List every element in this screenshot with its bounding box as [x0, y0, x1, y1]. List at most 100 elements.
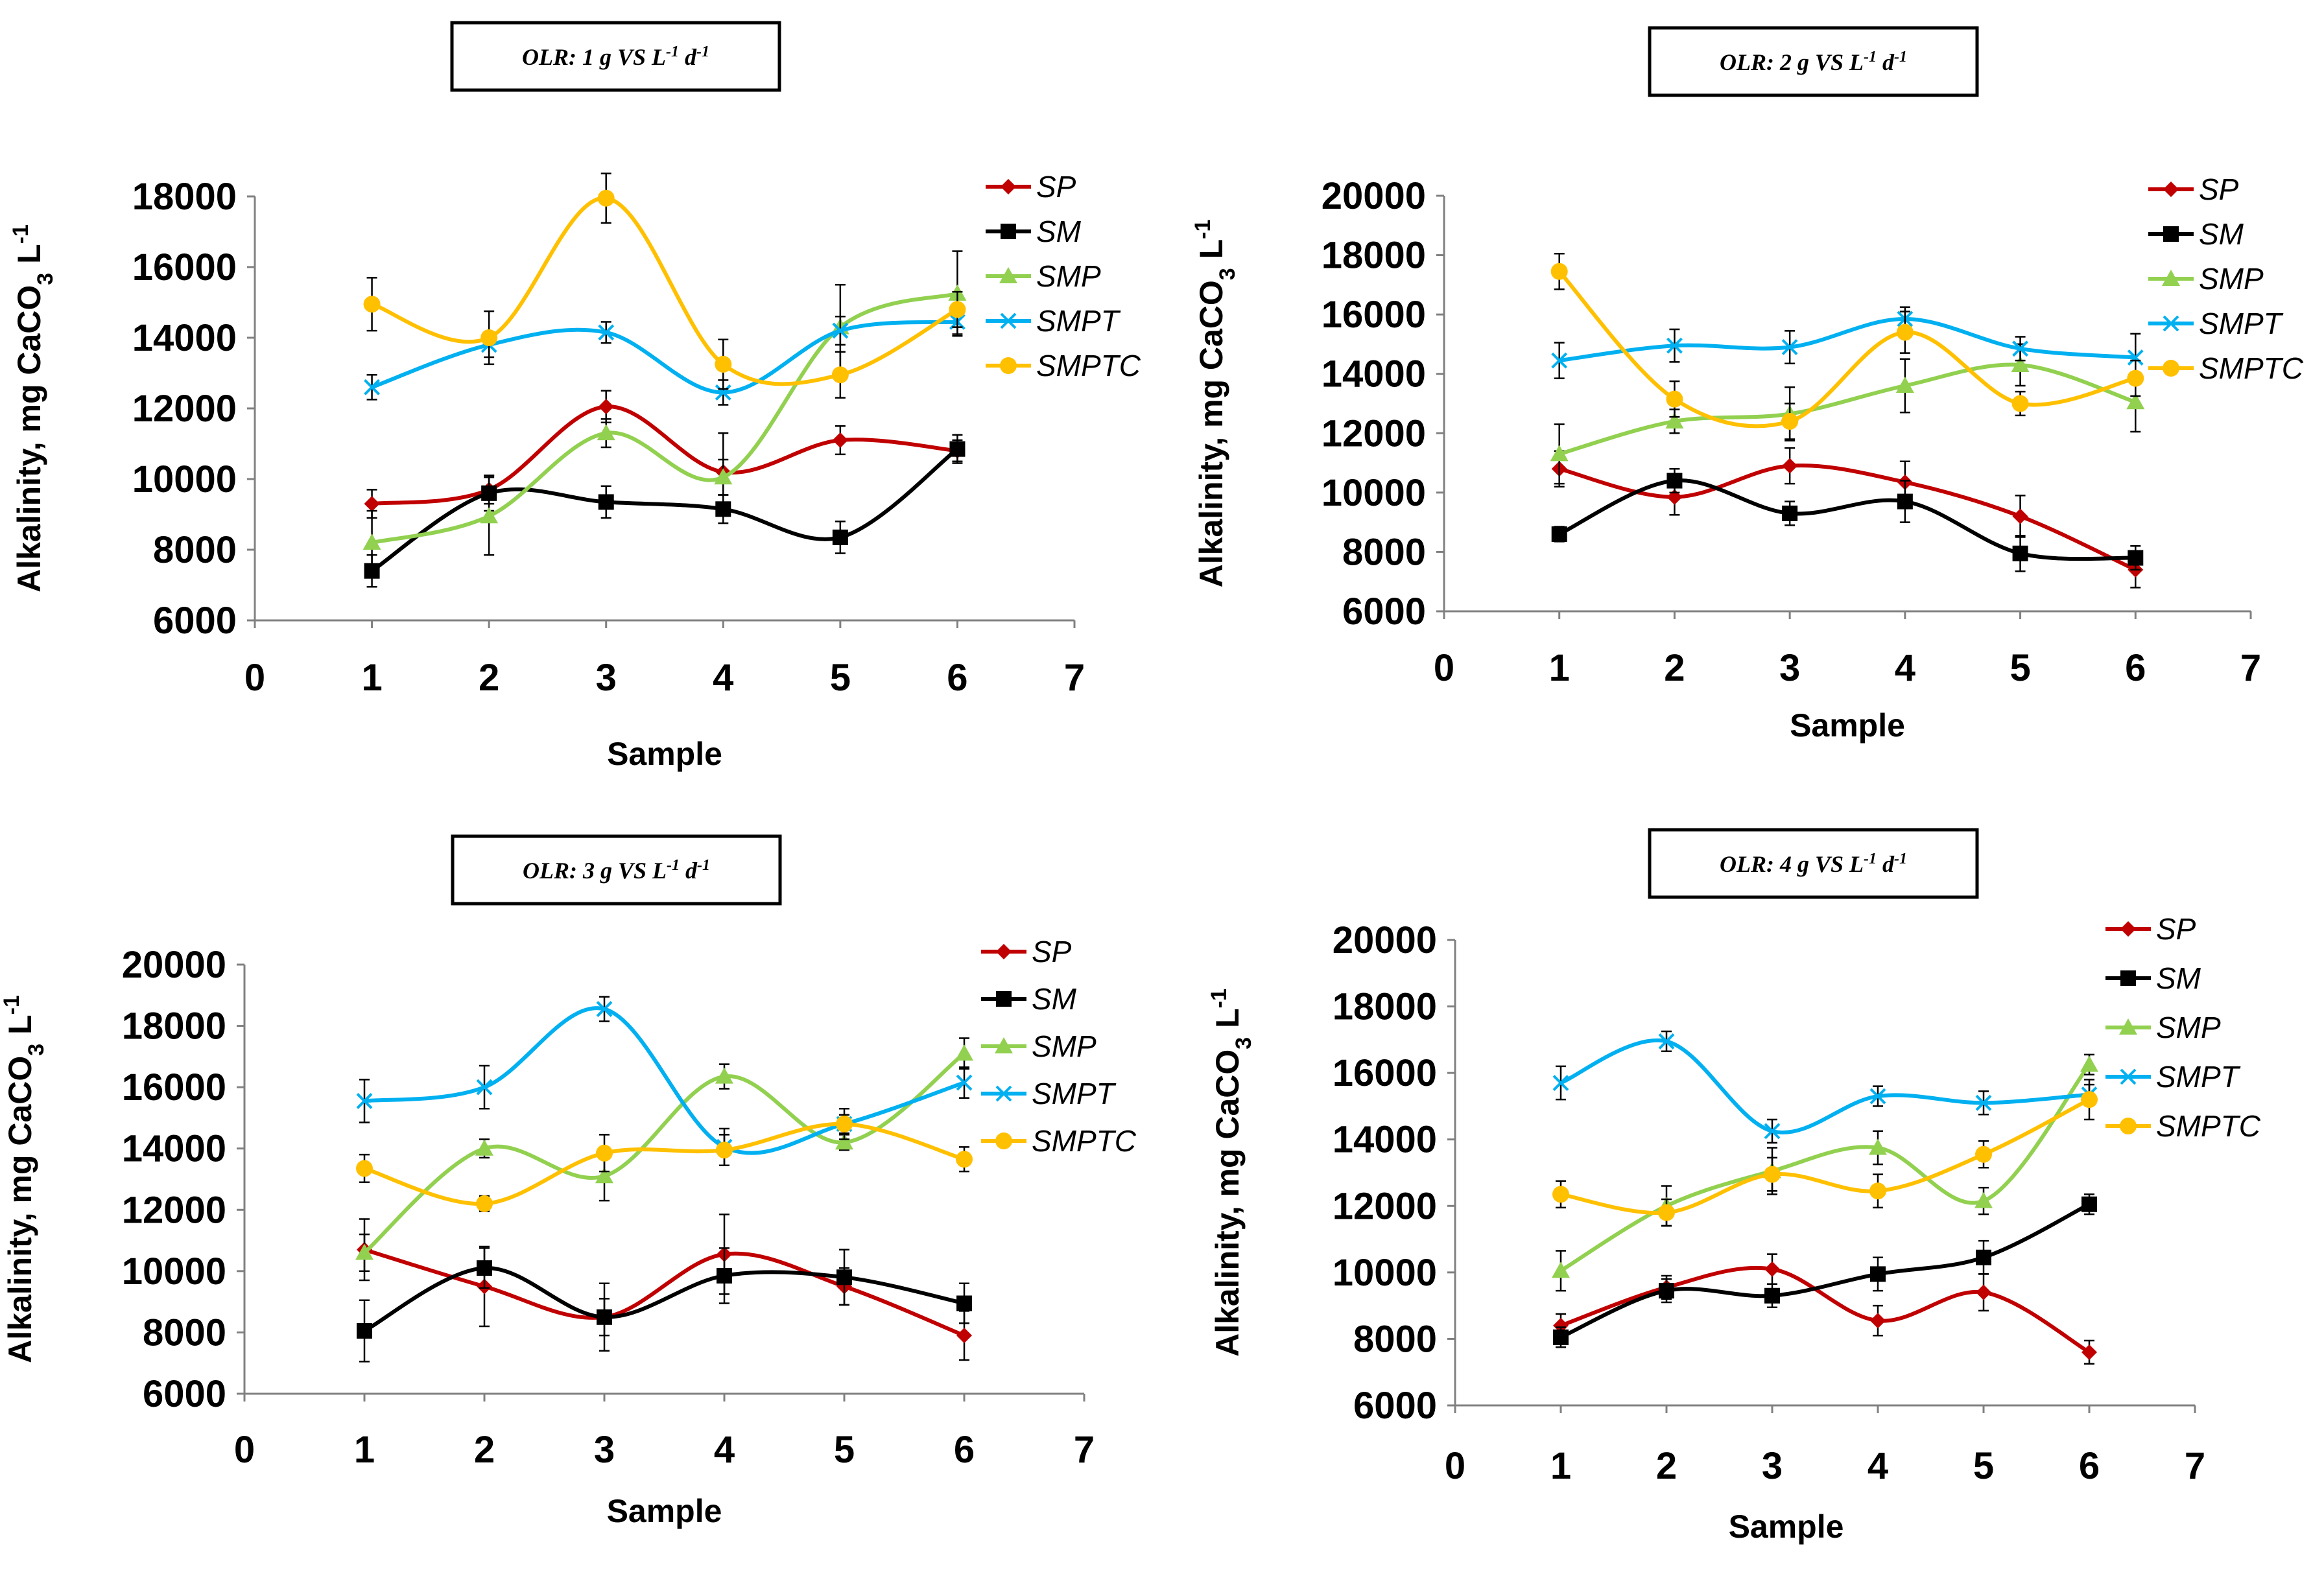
series-sp — [1551, 447, 2144, 589]
legend-label: SMP — [2199, 262, 2264, 296]
data-point — [835, 1133, 853, 1150]
legend-marker — [2162, 270, 2180, 286]
data-point — [2127, 349, 2144, 366]
legend-marker — [2163, 182, 2179, 197]
data-point — [596, 1001, 613, 1017]
data-point — [2012, 545, 2028, 561]
series-line — [1559, 317, 2136, 363]
data-point — [1896, 323, 1914, 341]
y-tick-label: 10000 — [132, 458, 237, 500]
series-smptc — [1552, 1079, 2098, 1227]
data-point — [2012, 508, 2028, 524]
data-point — [1764, 1287, 1780, 1304]
legend-marker — [1001, 179, 1016, 194]
chart-title-box — [1648, 828, 1979, 899]
series-sp — [1553, 1253, 2097, 1365]
x-tick-label: 1 — [361, 657, 382, 699]
legend-label: SMPT — [2199, 307, 2284, 340]
y-axis-title: Alkalinity, mg CaCO3 L-1 — [1191, 220, 1240, 588]
legend-entry-smptc: SMPTC — [981, 1124, 1137, 1158]
x-tick-label: 1 — [354, 1429, 375, 1471]
data-point — [1976, 1284, 1991, 1300]
data-point — [364, 379, 380, 395]
y-tick-label: 8000 — [143, 1311, 226, 1354]
legend-entry-sp: SP — [2148, 172, 2239, 206]
legend-label: SP — [1036, 170, 1076, 204]
legend-entry-sp: SP — [2105, 912, 2196, 946]
series-smpt — [364, 309, 966, 406]
y-tick-label: 6000 — [143, 1373, 226, 1415]
chart-panel-1: OLR: 1 g VS L-1 d-1600080001000012000140… — [8, 21, 1141, 772]
legend-label: SMPTC — [1032, 1124, 1137, 1158]
x-tick-label: 7 — [1074, 1429, 1095, 1471]
y-tick-label: 14000 — [1322, 353, 1426, 395]
x-tick-label: 4 — [713, 657, 733, 699]
x-tick-label: 2 — [1664, 647, 1685, 689]
legend-label: SMPTC — [2156, 1109, 2261, 1143]
legend-label: SMPT — [2156, 1060, 2241, 1094]
chart-title-box — [1648, 26, 1979, 97]
data-point — [715, 355, 732, 373]
y-tick-label: 14000 — [1333, 1119, 1437, 1161]
data-point — [949, 441, 966, 457]
legend-marker — [1001, 224, 1016, 239]
x-tick-label: 1 — [1550, 1445, 1571, 1487]
data-point — [2126, 393, 2145, 410]
data-point — [356, 1160, 373, 1177]
legend-marker — [2120, 921, 2136, 937]
series-sm — [357, 1247, 972, 1363]
legend-entry-smp: SMP — [2148, 262, 2264, 296]
data-point — [1870, 1266, 1886, 1282]
data-point — [1870, 1313, 1886, 1329]
data-point — [1974, 1191, 1993, 1208]
data-point — [1551, 352, 1568, 369]
data-point — [956, 1328, 972, 1344]
series-line — [371, 320, 958, 395]
series-line — [371, 196, 958, 386]
data-point — [598, 399, 614, 415]
x-tick-label: 1 — [1549, 647, 1570, 689]
chart-title-box — [450, 21, 781, 92]
y-tick-label: 16000 — [132, 246, 237, 288]
series-line — [363, 1051, 966, 1254]
series-smpt — [356, 996, 973, 1166]
data-point — [1666, 337, 1683, 354]
data-point — [2011, 395, 2029, 412]
legend-label: SMPT — [1032, 1077, 1117, 1110]
data-point — [831, 366, 849, 384]
y-tick-label: 16000 — [122, 1066, 226, 1109]
x-tick-label: 0 — [234, 1429, 255, 1471]
x-tick-label: 7 — [2240, 647, 2261, 689]
x-tick-label: 2 — [474, 1429, 495, 1471]
data-point — [715, 501, 731, 517]
data-point — [717, 1267, 732, 1284]
legend-entry-smptc: SMPTC — [986, 349, 1141, 382]
y-axis-title: Alkalinity, mg CaCO3 L-1 — [8, 224, 58, 592]
data-point — [597, 1309, 612, 1325]
data-point — [2081, 1091, 2098, 1109]
x-tick-label: 2 — [1656, 1445, 1677, 1487]
data-point — [715, 1067, 733, 1084]
x-tick-label: 6 — [954, 1429, 975, 1471]
x-tick-label: 3 — [596, 657, 617, 699]
data-point — [598, 324, 615, 341]
y-tick-label: 16000 — [1322, 294, 1426, 336]
legend-label: SM — [1036, 215, 1082, 248]
x-axis-title: Sample — [607, 736, 722, 772]
data-point — [597, 424, 615, 441]
y-tick-label: 18000 — [132, 176, 237, 218]
x-tick-label: 5 — [2010, 647, 2030, 689]
data-point — [1552, 1261, 1570, 1278]
legend-marker — [996, 944, 1012, 959]
series-line — [1558, 478, 2136, 561]
legend-marker — [2120, 970, 2136, 986]
chart-title: OLR: 2 g VS L-1 d-1 — [1720, 49, 1907, 75]
data-point — [597, 189, 615, 207]
series-line — [370, 447, 959, 573]
chart-panel-3: OLR: 3 g VS L-1 d-1600080001000012000140… — [0, 834, 1137, 1529]
legend-entry-smpt: SMPT — [2148, 307, 2284, 340]
series-line — [1558, 463, 2137, 572]
chart-title-box — [451, 834, 782, 906]
data-point — [1553, 1329, 1569, 1345]
